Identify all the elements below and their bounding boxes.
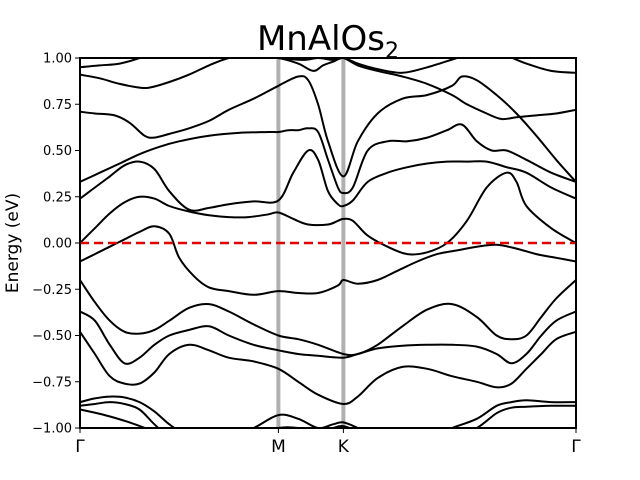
band-line-9 — [80, 310, 576, 365]
y-tick-label: 0.00 — [43, 237, 72, 252]
band-line-11 — [80, 395, 576, 428]
k-point-label: Γ — [571, 437, 581, 457]
y-axis-label: Energy (eV) — [3, 193, 23, 293]
band-line-8 — [80, 279, 576, 357]
chart-title-main: MnAlOs — [257, 19, 385, 59]
y-tick-label: 0.75 — [43, 98, 72, 113]
k-point-label: M — [271, 437, 286, 457]
y-tick-label: −0.25 — [32, 283, 72, 298]
band-line-3 — [80, 75, 576, 183]
band-line-12 — [80, 401, 576, 428]
y-tick-label: −1.00 — [32, 422, 72, 437]
band-line-6 — [80, 171, 576, 256]
band-line-13 — [80, 408, 148, 428]
y-tick-label: −0.50 — [32, 329, 72, 344]
k-point-label: Γ — [75, 437, 85, 457]
y-tick-label: 0.50 — [43, 144, 72, 159]
band-line-2 — [80, 58, 576, 121]
band-line-5 — [80, 148, 576, 212]
y-axis-ticks: 1.00 0.75 0.50 0.25 0.00 −0.25 −0.50 −0.75 −1.00 — [32, 52, 80, 437]
y-tick-label: 1.00 — [43, 52, 72, 67]
band-line-7 — [80, 225, 576, 296]
band-line-1 — [80, 58, 576, 74]
k-point-label: K — [338, 437, 350, 457]
band-line-10 — [80, 330, 576, 406]
band-line-4 — [80, 123, 576, 195]
chart-title-subscript: 2 — [385, 39, 399, 64]
y-tick-label: 0.25 — [43, 190, 72, 205]
band-lines — [80, 58, 576, 428]
y-tick-label: −0.75 — [32, 375, 72, 390]
